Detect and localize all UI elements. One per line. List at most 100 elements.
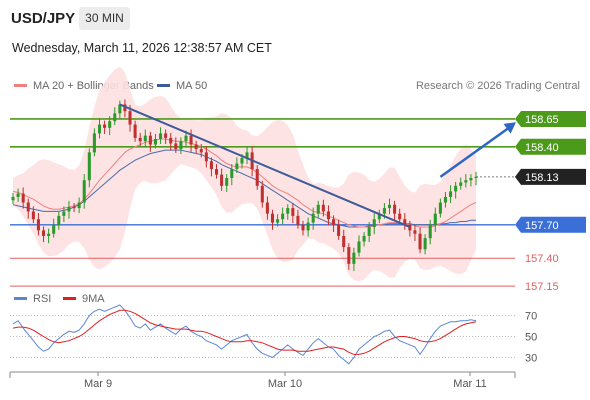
candle-body <box>184 135 188 142</box>
candle-body <box>413 230 417 234</box>
candle-body <box>469 178 473 181</box>
candle-body <box>77 202 81 209</box>
candle-body <box>265 202 269 214</box>
candle-body <box>367 227 371 236</box>
candle-body <box>118 104 122 114</box>
candle-body <box>281 213 285 220</box>
trend-line <box>119 103 411 228</box>
candle-body <box>194 144 198 150</box>
candle-body <box>464 180 468 183</box>
x-tick-label: Mar 11 <box>453 378 486 390</box>
candle-body <box>67 206 71 212</box>
candle-body <box>36 219 40 231</box>
candle-body <box>459 182 463 186</box>
candle-body <box>326 211 330 220</box>
legend-rsi: RSI <box>14 293 51 305</box>
candle-body <box>362 235 366 242</box>
candle-body <box>393 204 397 214</box>
support-label: 157.15 <box>525 281 559 293</box>
rsi-legend-label: RSI <box>33 293 52 305</box>
candle-body <box>454 185 458 192</box>
candle-body <box>220 174 224 186</box>
timeframe-badge[interactable]: 30 MIN <box>79 7 130 30</box>
candle-body <box>209 161 213 170</box>
candle-body <box>42 230 46 236</box>
candle-body <box>291 208 295 216</box>
candle-body <box>97 124 102 134</box>
candle-body <box>418 233 422 250</box>
resistance-label: 158.65 <box>525 114 559 126</box>
candle-body <box>164 133 168 138</box>
candle-body <box>342 235 346 248</box>
candle-body <box>174 143 178 150</box>
legend-ma50: MA 50 <box>157 80 207 92</box>
candle-body <box>82 180 86 203</box>
symbol-title: USD/JPY <box>11 10 76 27</box>
ma50-line <box>12 149 476 228</box>
candle-body <box>306 222 310 231</box>
candle-body <box>398 213 402 220</box>
candle-body <box>108 121 112 128</box>
candle-body <box>438 202 442 214</box>
candle-body <box>204 152 208 162</box>
candle-body <box>423 238 427 250</box>
legend-rsi-ma: 9MA <box>63 293 105 305</box>
candle-body <box>235 163 239 170</box>
candle-body <box>230 169 234 178</box>
candle-body <box>296 215 300 225</box>
rsi-ma-legend-label: 9MA <box>82 293 105 305</box>
candle-body <box>245 152 249 158</box>
resistance-price-tag <box>515 138 586 155</box>
candle-body <box>133 124 137 138</box>
candle-body <box>169 137 173 144</box>
header-bar: USD/JPY 30 MIN <box>0 0 590 36</box>
candle-body <box>62 211 66 216</box>
ma50-swatch <box>157 83 170 87</box>
candle-body <box>372 219 376 228</box>
candle-body <box>179 141 183 150</box>
candle-body <box>87 152 91 181</box>
candle-body <box>92 133 96 153</box>
candle-body <box>377 213 381 220</box>
candle-body <box>276 219 280 223</box>
candle-body <box>143 135 147 142</box>
candle-body <box>240 157 244 164</box>
ma20-swatch <box>14 83 27 87</box>
candle-body <box>11 196 15 201</box>
forecast-arrow-line <box>439 125 512 178</box>
candle-body <box>138 137 142 142</box>
candle-body <box>47 233 51 236</box>
candle-body <box>214 169 219 175</box>
candle-body <box>311 213 315 223</box>
candle-body <box>352 252 356 264</box>
x-tick-label: Mar 9 <box>84 378 112 390</box>
last-label: 158.13 <box>525 172 559 184</box>
candle-body <box>26 202 30 212</box>
datetime-label: Wednesday, March 11, 2026 12:38:57 AM CE… <box>12 41 272 55</box>
candle-body <box>189 135 193 145</box>
resistance-price-tag <box>515 110 586 127</box>
candle-body <box>103 124 107 128</box>
candle-body <box>332 219 336 225</box>
rsi-ma-swatch <box>63 296 76 300</box>
candle-body <box>16 193 20 197</box>
pivot-label: 157.70 <box>525 220 559 232</box>
ma50-legend-label: MA 50 <box>176 80 208 92</box>
rsi-ma-line <box>12 309 477 355</box>
rsi-swatch <box>14 296 27 300</box>
candle-body <box>387 204 392 209</box>
candle-body <box>148 135 152 145</box>
candle-body <box>433 213 437 225</box>
candle-body <box>72 206 76 209</box>
rsi-tick-label: 50 <box>525 332 537 344</box>
candle-body <box>449 191 453 197</box>
candle-body <box>286 208 290 214</box>
candle-body <box>403 219 407 225</box>
forecast-arrow-head <box>503 122 516 134</box>
pivot-price-tag <box>515 216 586 233</box>
candle-body <box>316 204 320 214</box>
candle-body <box>255 169 259 186</box>
candle-body <box>408 224 412 231</box>
